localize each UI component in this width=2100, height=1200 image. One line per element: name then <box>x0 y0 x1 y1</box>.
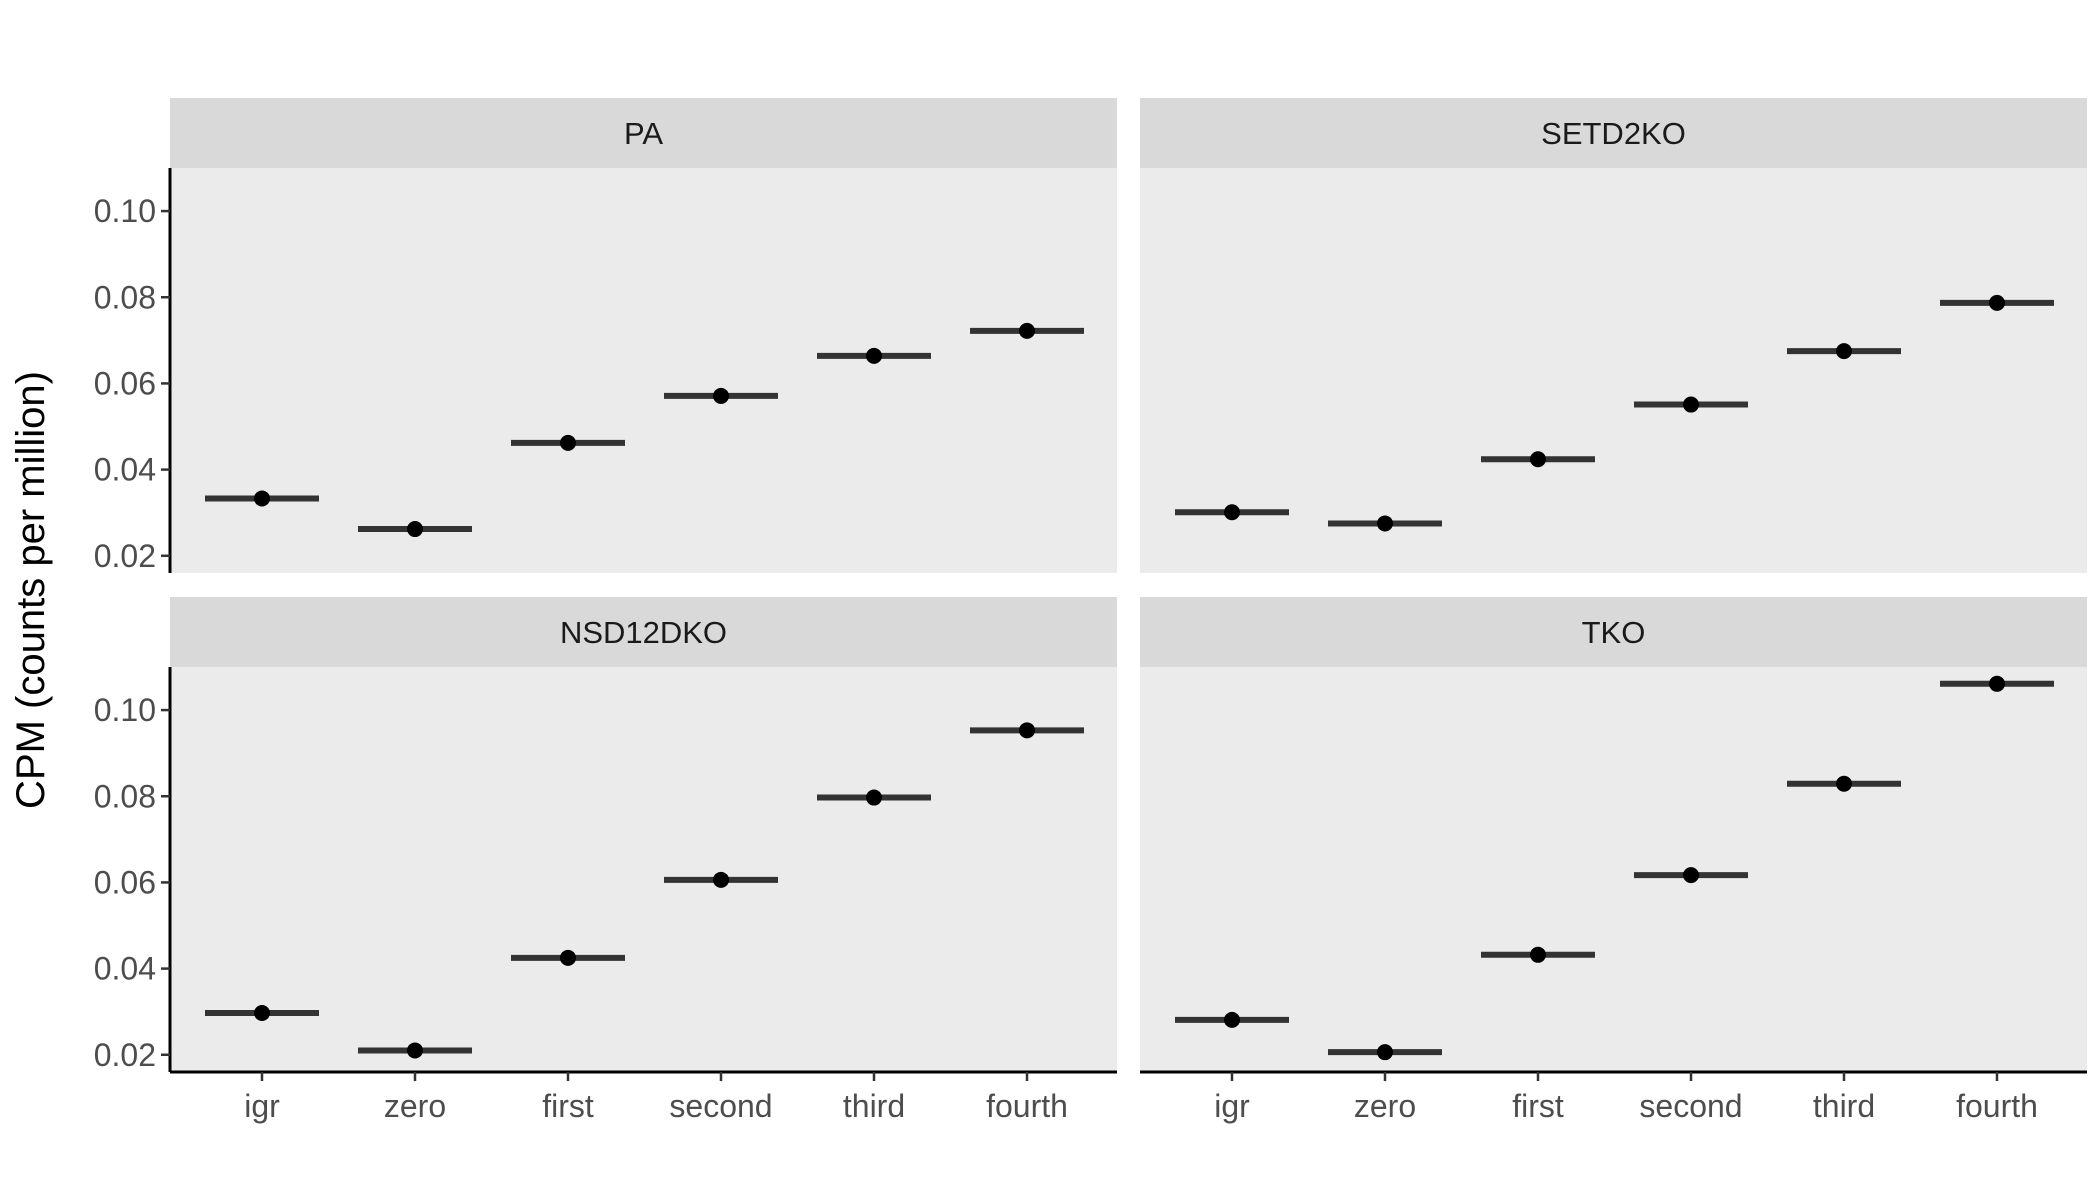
facet-panel: NSD12DKO 0.02 0.04 0.06 0.08 0.10 igr zero first… <box>94 597 1117 1124</box>
y-tick-label: 0.08 <box>94 279 156 315</box>
facet-strip <box>170 597 1117 667</box>
x-tick-label: first <box>1512 1088 1564 1124</box>
facet-strip <box>1140 98 2087 168</box>
y-tick-label: 0.06 <box>94 864 156 900</box>
data-point <box>1377 515 1393 532</box>
data-point <box>713 387 729 404</box>
x-tick-label: igr <box>244 1088 280 1124</box>
facet-title: SETD2KO <box>1541 116 1686 151</box>
panel-background <box>1140 667 2087 1072</box>
y-tick-label: 0.02 <box>94 538 156 574</box>
x-tick-label: fourth <box>986 1088 1068 1124</box>
data-point <box>1989 675 2005 692</box>
facet-strip <box>170 98 1117 168</box>
y-tick-label: 0.08 <box>94 778 156 814</box>
data-point <box>407 1042 423 1059</box>
x-tick-label: zero <box>384 1088 446 1124</box>
facet-strip <box>1140 597 2087 667</box>
x-tick-label: second <box>1639 1088 1742 1124</box>
y-tick-label: 0.06 <box>94 365 156 401</box>
facet-title: PA <box>624 116 663 151</box>
data-point <box>1530 946 1546 963</box>
data-point <box>1019 322 1035 339</box>
data-point <box>1019 722 1035 739</box>
data-point <box>713 871 729 888</box>
facet-title: TKO <box>1582 615 1646 650</box>
data-point <box>1224 504 1240 521</box>
data-point <box>560 434 576 451</box>
data-point <box>1683 396 1699 413</box>
data-point <box>1836 343 1852 360</box>
y-tick-label: 0.10 <box>94 692 156 728</box>
panel-background <box>1140 168 2087 573</box>
data-point <box>1989 294 2005 311</box>
facet-panels: PA 0.02 0.04 0.06 0.08 0.10 SETD2KO NSD12DKO 0.0… <box>94 98 2087 1124</box>
y-tick-label: 0.04 <box>94 452 156 488</box>
y-tick-label: 0.02 <box>94 1037 156 1073</box>
x-tick-label: third <box>1813 1088 1875 1124</box>
facet-title: NSD12DKO <box>560 615 727 650</box>
x-tick-label: zero <box>1354 1088 1416 1124</box>
facet-panel: PA 0.02 0.04 0.06 0.08 0.10 <box>94 98 1117 574</box>
data-point <box>1224 1011 1240 1028</box>
y-axis-title: CPM (counts per million) <box>9 371 53 809</box>
data-point <box>254 1004 270 1021</box>
x-tick-label: third <box>843 1088 905 1124</box>
x-tick-label: first <box>542 1088 594 1124</box>
facet-panel: TKO igr zero first second third fourth <box>1140 597 2087 1124</box>
data-point <box>1377 1044 1393 1061</box>
facet-panel: SETD2KO <box>1140 98 2087 573</box>
x-tick-label: second <box>669 1088 772 1124</box>
x-tick-label: igr <box>1214 1088 1250 1124</box>
data-point <box>1530 451 1546 468</box>
x-tick-label: fourth <box>1956 1088 2038 1124</box>
panel-background <box>170 667 1117 1072</box>
data-point <box>1836 775 1852 792</box>
y-tick-label: 0.04 <box>94 951 156 987</box>
data-point <box>866 347 882 364</box>
data-point <box>1683 867 1699 884</box>
data-point <box>866 789 882 806</box>
panel-background <box>170 168 1117 573</box>
data-point <box>560 949 576 966</box>
data-point <box>254 490 270 507</box>
y-tick-label: 0.10 <box>94 193 156 229</box>
data-point <box>407 521 423 538</box>
